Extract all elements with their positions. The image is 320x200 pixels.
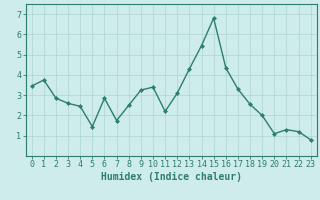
X-axis label: Humidex (Indice chaleur): Humidex (Indice chaleur) [101, 172, 242, 182]
